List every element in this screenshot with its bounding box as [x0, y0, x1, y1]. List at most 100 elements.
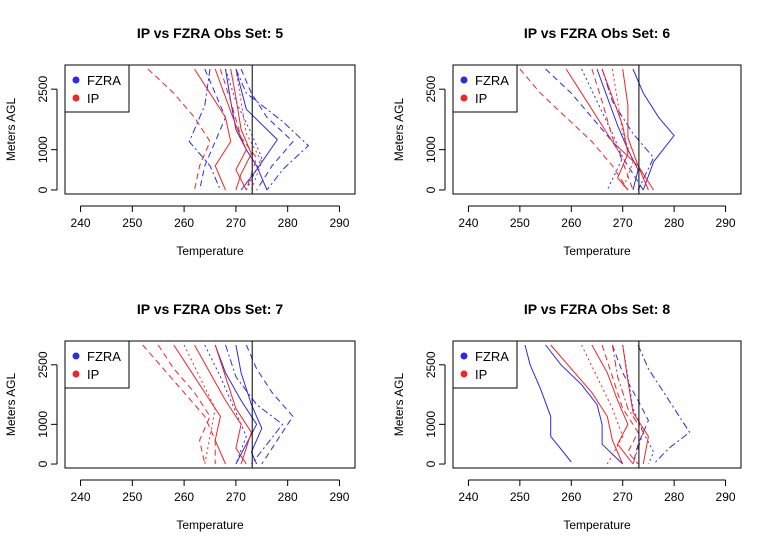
series-line-fzra — [545, 344, 624, 465]
series-line-fzra — [188, 68, 221, 191]
series-line-fzra — [199, 68, 227, 191]
x-tick-label: 260 — [561, 216, 581, 230]
legend-label-ip: IP — [87, 367, 99, 382]
y-tick-label: 1000 — [36, 136, 50, 163]
legend-marker-ip — [460, 94, 468, 102]
x-tick-label: 280 — [278, 490, 298, 504]
x-tick-label: 260 — [174, 490, 194, 504]
legend-label-fzra: FZRA — [87, 349, 121, 364]
legend-label-fzra: FZRA — [87, 73, 121, 88]
series-line-fzra — [245, 344, 294, 465]
y-tick-label: 2500 — [36, 76, 50, 103]
series-line-ip — [214, 344, 252, 465]
legend-marker-fzra — [72, 76, 80, 84]
legend-marker-fzra — [460, 76, 468, 84]
x-tick-label: 270 — [613, 490, 633, 504]
chart-title: IP vs FZRA Obs Set: 5 — [137, 25, 283, 41]
legend-box — [452, 340, 518, 389]
series-line-ip — [147, 68, 211, 191]
series-line-fzra — [596, 68, 639, 191]
data-layer — [519, 68, 675, 191]
x-tick-label: 250 — [510, 216, 530, 230]
chart-panel-4: IP vs FZRA Obs Set: 8 240 250 260 270 280 290 0… — [392, 301, 742, 532]
x-tick-label: 260 — [561, 490, 581, 504]
legend-label-fzra: FZRA — [475, 73, 509, 88]
series-line-ip — [611, 344, 644, 465]
y-tick-label: 2500 — [424, 76, 438, 103]
series-line-ip — [235, 68, 263, 191]
series-line-fzra — [611, 344, 649, 465]
series-line-fzra — [235, 68, 310, 191]
series-line-fzra — [545, 68, 644, 191]
x-tick-label: 240 — [458, 216, 478, 230]
y-axis-label: Meters AGL — [4, 372, 18, 436]
legend-marker-fzra — [72, 352, 80, 360]
series-line-ip — [601, 344, 639, 465]
y-tick-label: 2500 — [36, 351, 50, 378]
series-line-fzra — [240, 68, 294, 191]
series-line-ip — [591, 344, 634, 465]
y-tick-label: 1000 — [36, 411, 50, 438]
x-tick-label: 280 — [664, 216, 684, 230]
series-line-ip — [550, 344, 624, 465]
x-tick-label: 270 — [226, 216, 246, 230]
x-tick-label: 240 — [71, 216, 91, 230]
series-line-fzra — [235, 68, 278, 191]
data-layer — [147, 68, 310, 191]
series-line-ip — [230, 68, 252, 191]
y-tick-label: 1000 — [424, 136, 438, 163]
plot-frame — [64, 340, 356, 469]
x-tick-label: 240 — [71, 490, 91, 504]
data-layer — [524, 344, 691, 465]
plot-frame — [452, 64, 742, 195]
legend-label-fzra: FZRA — [475, 349, 509, 364]
x-tick-label: 270 — [613, 216, 633, 230]
legend: FZRA IP — [64, 64, 130, 113]
y-axis-label: Meters AGL — [392, 97, 406, 161]
series-line-ip — [142, 344, 216, 464]
y-tick-label: 0 — [424, 460, 438, 467]
plot-frame — [64, 64, 356, 195]
series-line-fzra — [235, 344, 263, 465]
data-layer — [142, 344, 294, 465]
series-line-fzra — [637, 344, 691, 465]
x-tick-label: 270 — [226, 490, 246, 504]
legend-box — [64, 340, 130, 389]
series-line-fzra — [524, 344, 572, 463]
series-line-ip — [591, 68, 634, 191]
series-line-ip — [183, 344, 216, 465]
chart-title: IP vs FZRA Obs Set: 7 — [137, 301, 283, 317]
chart-title: IP vs FZRA Obs Set: 6 — [524, 25, 670, 41]
chart-panel-3: IP vs FZRA Obs Set: 7 240 250 260 270 280 290 0… — [4, 301, 356, 532]
legend: FZRA IP — [452, 64, 518, 113]
series-line-ip — [157, 344, 211, 465]
legend-marker-fzra — [460, 352, 468, 360]
legend-marker-ip — [460, 370, 468, 378]
x-tick-label: 290 — [716, 490, 736, 504]
legend-marker-ip — [72, 370, 80, 378]
x-axis-label: Temperature — [563, 518, 631, 532]
x-tick-label: 290 — [329, 490, 349, 504]
y-tick-label: 0 — [36, 460, 50, 467]
legend: FZRA IP — [452, 340, 518, 389]
y-axis-label: Meters AGL — [392, 372, 406, 436]
chart-panel-2: IP vs FZRA Obs Set: 6 240 250 260 270 280 290 0… — [392, 25, 742, 258]
legend-label-ip: IP — [475, 367, 487, 382]
x-tick-label: 250 — [122, 490, 142, 504]
x-tick-label: 290 — [716, 216, 736, 230]
series-line-ip — [519, 68, 629, 191]
series-line-ip — [611, 68, 634, 191]
series-line-ip — [219, 68, 258, 191]
x-tick-label: 280 — [278, 216, 298, 230]
series-line-ip — [581, 344, 624, 465]
legend-box — [64, 64, 130, 113]
legend-marker-ip — [72, 94, 80, 102]
chart-title: IP vs FZRA Obs Set: 8 — [524, 301, 670, 317]
series-line-fzra — [225, 68, 268, 191]
series-line-ip — [565, 68, 649, 191]
y-tick-label: 2500 — [424, 351, 438, 378]
x-axis-label: Temperature — [176, 518, 244, 532]
legend-label-ip: IP — [87, 91, 99, 106]
legend-box — [452, 64, 518, 113]
series-line-ip — [601, 68, 629, 191]
